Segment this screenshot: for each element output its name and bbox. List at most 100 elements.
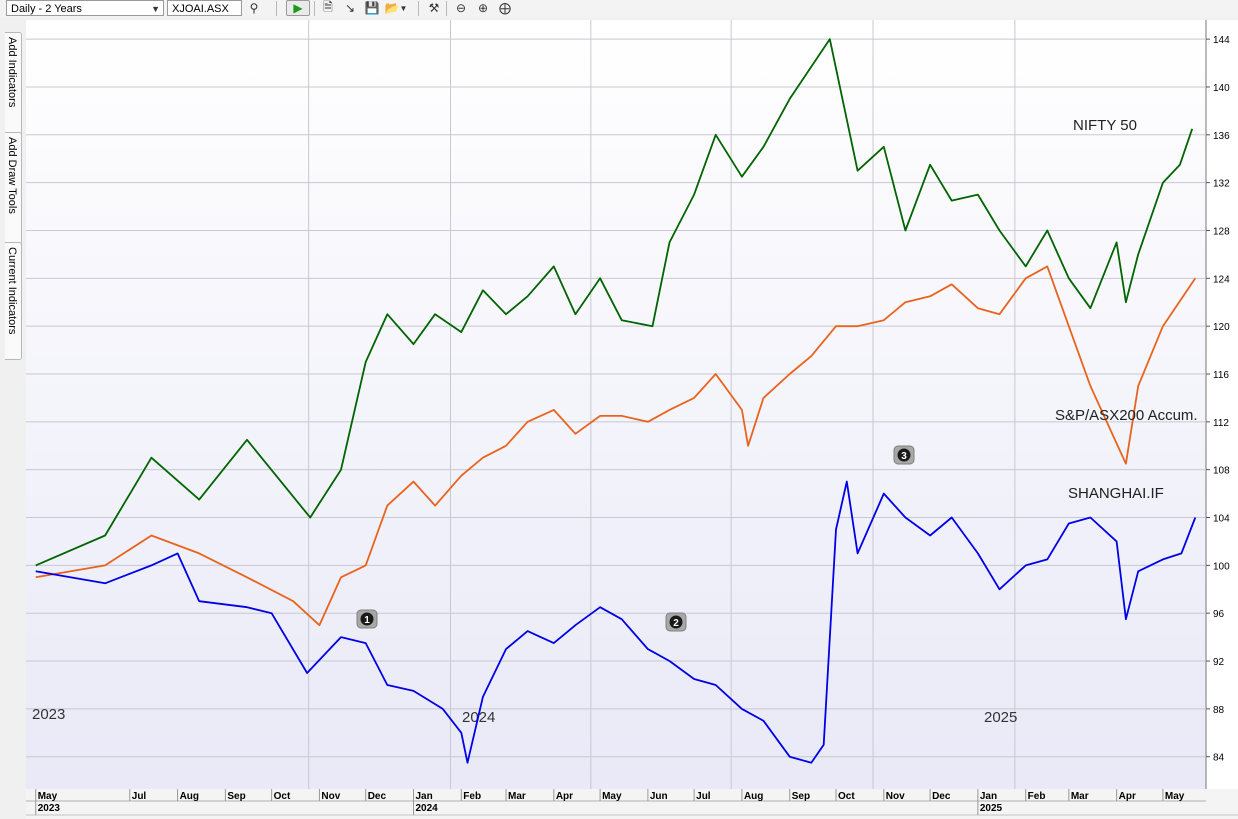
zoom-in-button[interactable]: ⊕ <box>473 0 493 16</box>
zoom-out-icon: ⊖ <box>455 1 467 15</box>
y-axis-panel <box>1206 20 1238 789</box>
y-tick-label: 116 <box>1213 370 1229 381</box>
y-tick-label: 140 <box>1213 83 1230 94</box>
zoom-in-icon: ⊕ <box>477 1 489 15</box>
y-tick-label: 132 <box>1213 179 1230 190</box>
run-icon: ▶ <box>293 1 303 15</box>
x-tick-label: Aug <box>744 791 763 802</box>
x-tick-label: May <box>602 791 622 802</box>
tab-add-indicators-label: Add Indicators <box>6 37 18 108</box>
marker-label: 1 <box>364 615 370 626</box>
x-axis-panel <box>26 789 1238 819</box>
series-label-asx: S&P/ASX200 Accum. <box>1055 407 1198 424</box>
run-button[interactable]: ▶ <box>286 0 310 16</box>
marker-label: 2 <box>673 618 679 629</box>
x-tick-label: Sep <box>792 791 810 802</box>
tools-icon: ⚒ <box>428 1 440 15</box>
plot-area <box>26 20 1206 789</box>
x-tick-label: May <box>1165 791 1185 802</box>
x-axis-ticks: May Jul Aug Sep Oct Nov Dec Jan Feb Mar Apr May Jun J… <box>35 789 1185 815</box>
zoom-fit-button[interactable]: ⨁ <box>495 0 515 16</box>
period-select-value: Daily - 2 Years <box>11 3 82 15</box>
x-tick-label: Aug <box>180 791 199 802</box>
y-tick-label: 124 <box>1213 274 1230 285</box>
x-year-label: 2023 <box>38 803 61 814</box>
y-tick-label: 136 <box>1213 131 1230 142</box>
open-button[interactable]: 📂 ▼ <box>384 0 408 16</box>
event-marker-1[interactable]: 1 <box>356 609 378 629</box>
toolbar-separator <box>446 1 447 16</box>
x-tick-label: Apr <box>1119 791 1136 802</box>
y-tick-label: 92 <box>1213 657 1225 668</box>
x-year-label: 2025 <box>980 803 1003 814</box>
x-tick-label: Nov <box>886 791 905 802</box>
tab-current-indicators[interactable]: Current Indicators <box>5 242 22 360</box>
gridlines <box>26 20 1206 789</box>
x-tick-label: Sep <box>227 791 245 802</box>
x-tick-label: Jul <box>132 791 147 802</box>
x-tick-label: Jun <box>650 791 668 802</box>
series-label-nifty: NIFTY 50 <box>1073 117 1137 134</box>
event-markers: 1 2 3 <box>356 445 915 632</box>
y-tick-label: 104 <box>1213 514 1230 525</box>
x-tick-label: May <box>38 791 58 802</box>
series-label-shanghai: SHANGHAI.IF <box>1068 485 1164 502</box>
new-chart-button[interactable]: 🗎 <box>318 0 338 16</box>
event-marker-3[interactable]: 3 <box>893 445 915 465</box>
tools-button[interactable]: ⚒ <box>424 0 444 16</box>
marker-label: 3 <box>901 451 907 462</box>
series-line-nifty-50[interactable] <box>35 38 1194 567</box>
year-watermark-2023: 2023 <box>32 706 65 723</box>
x-tick-label: Nov <box>321 791 340 802</box>
year-watermark-2025: 2025 <box>984 709 1017 726</box>
y-axis-ticks: 84 88 92 96 100 104 108 112 116 120 124 128 132 136 14… <box>1206 35 1230 764</box>
period-select[interactable]: Daily - 2 Years ▼ <box>6 0 164 16</box>
x-tick-label: Oct <box>274 791 291 802</box>
symbol-input[interactable]: XJOAI.ASX <box>167 0 242 16</box>
x-tick-label: Feb <box>463 791 481 802</box>
export-icon: ↘ <box>344 1 356 15</box>
marker-dot <box>669 615 683 629</box>
toolbar-separator <box>314 1 315 16</box>
new-icon: 🗎 <box>323 0 333 14</box>
symbol-input-value: XJOAI.ASX <box>172 3 229 15</box>
toolbar-separator <box>276 1 277 16</box>
series-labels: NIFTY 50 S&P/ASX200 Accum. SHANGHAI.IF <box>1055 117 1198 502</box>
save-icon: 💾 <box>364 1 380 15</box>
series-lines <box>35 38 1197 764</box>
toolbar-separator <box>418 1 419 16</box>
y-tick-label: 112 <box>1213 418 1229 429</box>
search-button[interactable]: ⚲ <box>244 0 264 16</box>
x-tick-label: Mar <box>508 791 526 802</box>
marker-dot <box>897 448 911 462</box>
x-tick-label: Jan <box>980 791 997 802</box>
x-tick-label: Jan <box>415 791 432 802</box>
tab-add-draw-tools[interactable]: Add Draw Tools <box>5 132 22 250</box>
series-line-shanghai[interactable] <box>35 480 1197 764</box>
series-line-asx200-accum[interactable] <box>35 265 1197 627</box>
x-tick-label: Oct <box>838 791 855 802</box>
y-tick-label: 96 <box>1213 609 1225 620</box>
export-button[interactable]: ↘ <box>340 0 360 16</box>
toolbar: Daily - 2 Years ▼ XJOAI.ASX ⚲ ▶ 🗎 ↘ 💾 📂 ▼… <box>0 0 1238 18</box>
y-tick-label: 88 <box>1213 705 1225 716</box>
x-tick-label: Dec <box>368 791 387 802</box>
y-tick-label: 120 <box>1213 322 1230 333</box>
y-tick-label: 84 <box>1213 753 1225 764</box>
x-tick-label: Jul <box>696 791 711 802</box>
event-marker-2[interactable]: 2 <box>665 612 687 632</box>
y-tick-label: 108 <box>1213 466 1230 477</box>
zoom-fit-icon: ⨁ <box>499 1 511 15</box>
x-tick-label: Mar <box>1071 791 1089 802</box>
tab-add-draw-tools-label: Add Draw Tools <box>6 137 18 214</box>
open-icon: 📂 <box>384 1 400 15</box>
zoom-out-button[interactable]: ⊖ <box>451 0 471 16</box>
y-tick-label: 100 <box>1213 561 1230 572</box>
x-year-label: 2024 <box>415 803 438 814</box>
search-icon: ⚲ <box>249 1 259 15</box>
chevron-down-icon: ▼ <box>151 4 160 14</box>
y-tick-label: 144 <box>1213 35 1230 46</box>
save-button[interactable]: 💾 <box>362 0 382 16</box>
y-tick-label: 128 <box>1213 226 1230 237</box>
